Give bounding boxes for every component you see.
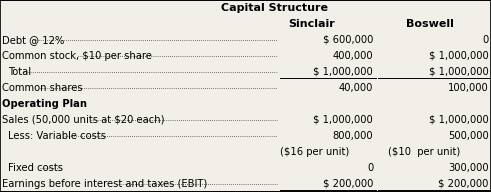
Text: Boswell: Boswell	[406, 19, 454, 29]
Text: 500,000: 500,000	[448, 131, 489, 141]
Text: $ 1,000,000: $ 1,000,000	[429, 51, 489, 61]
Text: Sales (50,000 units at $20 each): Sales (50,000 units at $20 each)	[2, 115, 165, 125]
Text: $ 200,000: $ 200,000	[323, 179, 373, 189]
Text: $ 1,000,000: $ 1,000,000	[313, 115, 373, 125]
Text: Capital Structure: Capital Structure	[221, 3, 328, 13]
Text: Less: Variable costs: Less: Variable costs	[8, 131, 107, 141]
Text: Fixed costs: Fixed costs	[8, 163, 63, 173]
Text: $ 1,000,000: $ 1,000,000	[313, 67, 373, 77]
Text: 400,000: 400,000	[332, 51, 373, 61]
Text: 0: 0	[482, 35, 489, 45]
Text: 40,000: 40,000	[339, 83, 373, 93]
Text: Common stock, $10 per share: Common stock, $10 per share	[2, 51, 152, 61]
Text: Debt @ 12%: Debt @ 12%	[2, 35, 65, 45]
Text: Total: Total	[8, 67, 31, 77]
Text: Sinclair: Sinclair	[288, 19, 335, 29]
Text: Common shares: Common shares	[2, 83, 83, 93]
Text: $ 200,000: $ 200,000	[438, 179, 489, 189]
Text: $ 1,000,000: $ 1,000,000	[429, 67, 489, 77]
Text: 800,000: 800,000	[332, 131, 373, 141]
Text: 300,000: 300,000	[448, 163, 489, 173]
Text: $ 1,000,000: $ 1,000,000	[429, 115, 489, 125]
Text: ($10  per unit): ($10 per unit)	[388, 147, 460, 157]
Text: Operating Plan: Operating Plan	[2, 99, 87, 109]
Text: Earnings before interest and taxes (EBIT): Earnings before interest and taxes (EBIT…	[2, 179, 208, 189]
Text: ($16 per unit): ($16 per unit)	[280, 147, 349, 157]
Text: $ 600,000: $ 600,000	[323, 35, 373, 45]
Text: 100,000: 100,000	[448, 83, 489, 93]
Text: 0: 0	[367, 163, 373, 173]
